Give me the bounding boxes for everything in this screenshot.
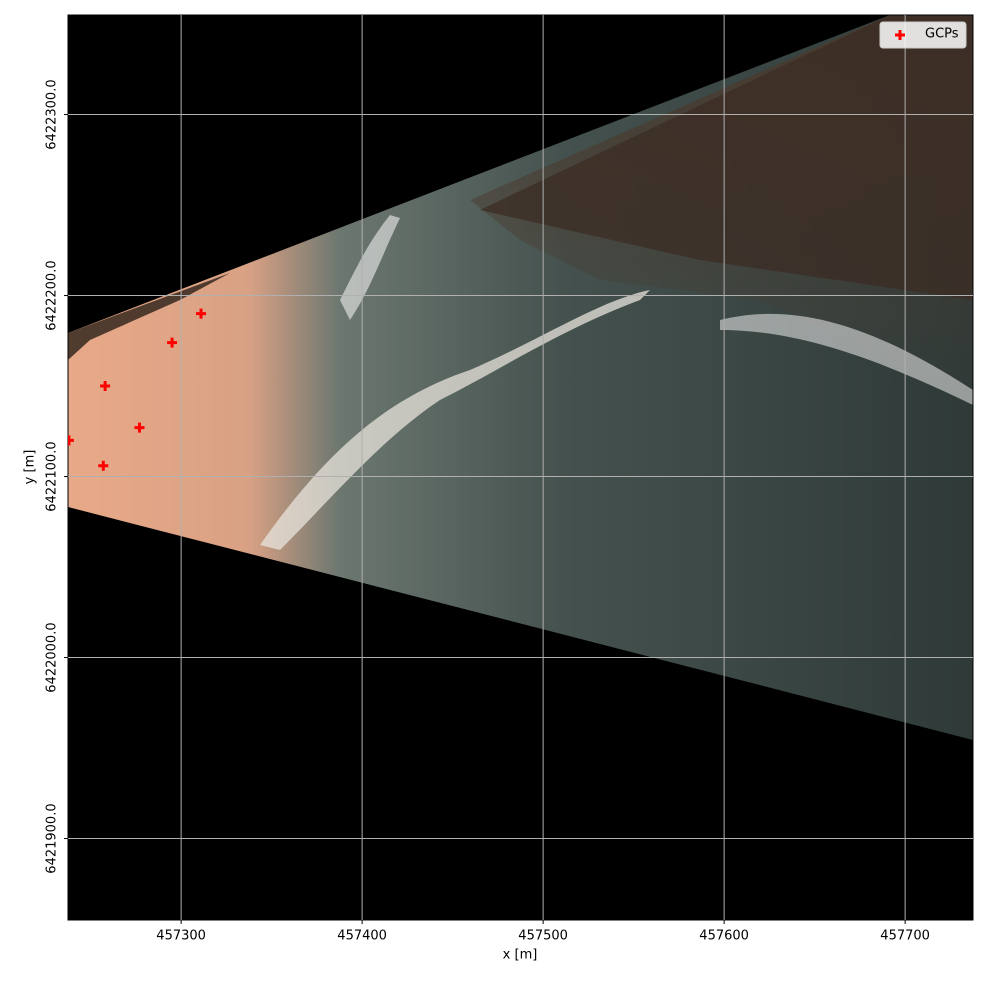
x-tick-label: 457400	[337, 929, 387, 944]
y-tick-label: 6422200.0	[45, 260, 60, 330]
x-axis-label: x [m]	[503, 948, 538, 963]
points	[68, 308, 207, 471]
image-surf	[720, 313, 973, 405]
image-surf	[260, 290, 650, 550]
axes: 457300 457400 457500 457600 457700 6421900.0 6…	[45, 79, 930, 943]
image	[68, 15, 973, 740]
y-tick-label: 6421900.0	[45, 803, 60, 873]
gcp-point	[98, 460, 109, 471]
grid	[68, 15, 973, 920]
x-tick-label: 457300	[156, 929, 206, 944]
gcp-point	[134, 422, 145, 433]
gcp-point	[167, 337, 178, 348]
y-tick-label: 6422300.0	[45, 79, 60, 149]
legend-box	[879, 21, 967, 49]
legend: GCPs	[879, 21, 967, 49]
y-axis-label: y [m]	[23, 450, 38, 485]
x-tick-label: 457600	[699, 929, 749, 944]
x-tick-label: 457500	[518, 929, 568, 944]
image-surf	[340, 215, 400, 320]
gcp-point	[196, 308, 207, 319]
y-tick-label: 6422000.0	[45, 622, 60, 692]
image-land-dark	[480, 15, 973, 300]
y-tick-label: 6422100.0	[45, 441, 60, 511]
x-tick-label: 457700	[880, 929, 930, 944]
plot-frame	[67, 14, 974, 921]
gcp-point	[100, 381, 111, 392]
legend-label: GCPs	[925, 27, 959, 42]
legend-marker	[895, 30, 905, 40]
image-vegetation	[68, 273, 230, 360]
gcp-point	[68, 435, 74, 446]
